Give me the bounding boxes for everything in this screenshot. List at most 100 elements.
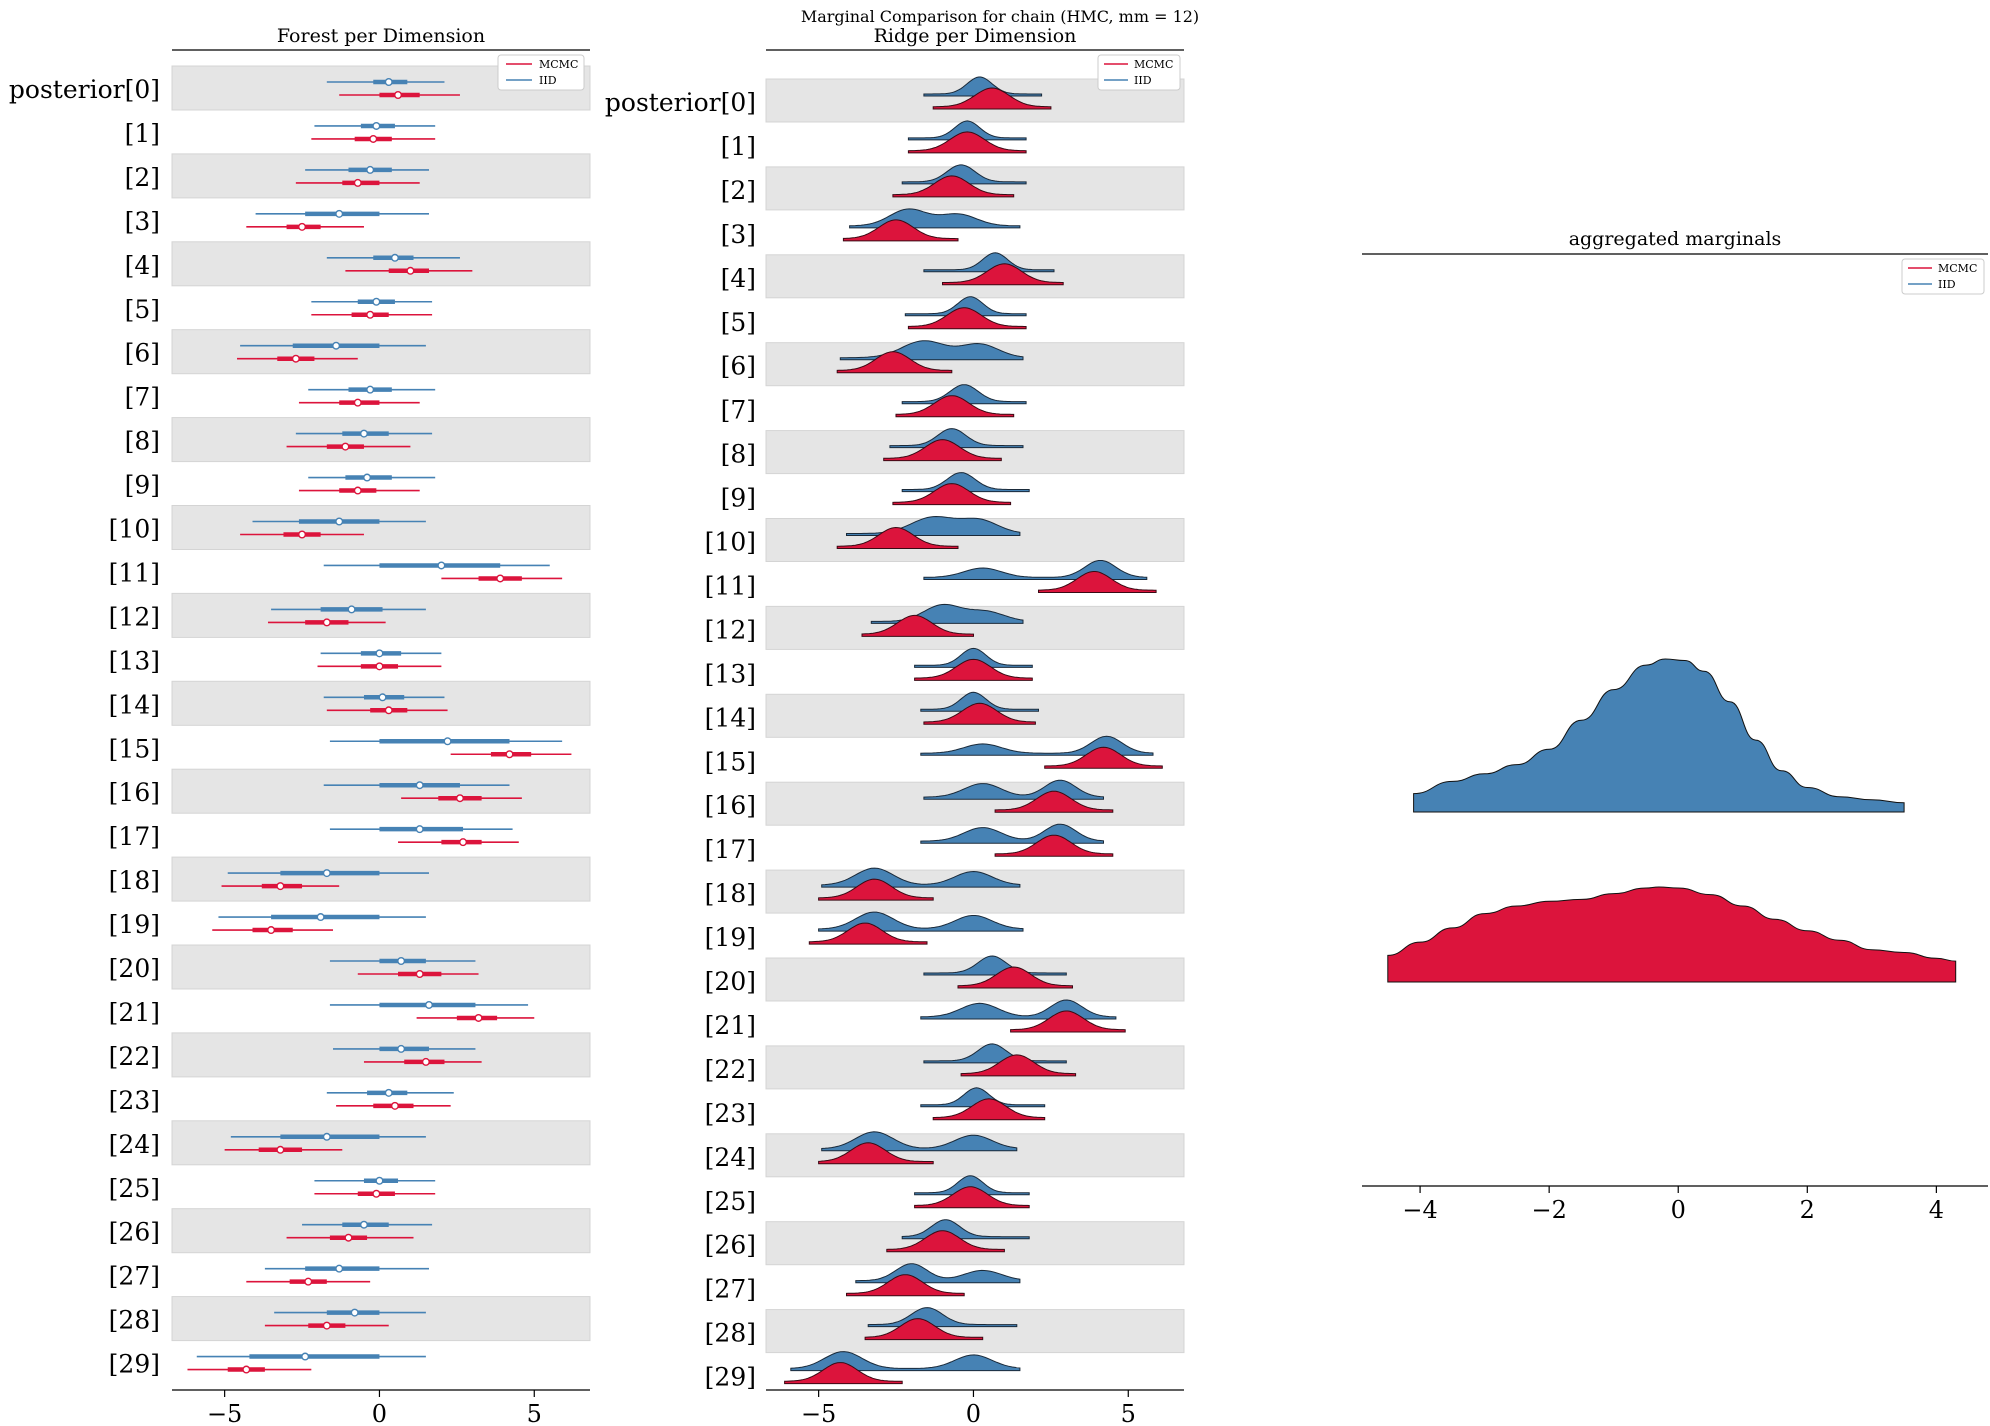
y-tick-label: [22] (705, 1055, 756, 1084)
y-tick-label: [17] (109, 822, 160, 851)
y-tick-label: [15] (109, 734, 160, 763)
forest-x-ticks: −5 0 5 (207, 1390, 542, 1426)
x-tick-label: 0 (372, 1400, 387, 1426)
mcmc-ridge (883, 439, 1002, 462)
iid-ridge (855, 1263, 1021, 1284)
y-tick-label: [11] (109, 558, 160, 587)
iid-median-point (332, 341, 341, 350)
y-tick-label: [1] (721, 132, 756, 161)
iid-median-point (384, 1088, 393, 1097)
mcmc-ridge (957, 966, 1073, 989)
iid-median-point (372, 297, 381, 306)
legend-mcmc-label: MCMC (1938, 262, 1977, 275)
mcmc-ridge (1044, 746, 1163, 769)
mcmc-median-point (390, 1101, 399, 1110)
iid-ridge (867, 1307, 1018, 1328)
y-tick-label: [7] (721, 396, 756, 425)
mcmc-ridge (836, 351, 953, 374)
y-tick-label: [2] (721, 176, 756, 205)
y-tick-label: [25] (705, 1187, 756, 1216)
y-tick-label: [2] (125, 163, 160, 192)
mcmc-median-point (291, 354, 300, 363)
x-tick-label: 5 (1121, 1400, 1136, 1426)
mcmc-ridge (994, 790, 1114, 813)
iid-aggregated-ridge (1413, 658, 1905, 813)
y-tick-label: [17] (705, 835, 756, 864)
iid-median-point (322, 869, 331, 878)
row-band (171, 505, 591, 550)
y-tick-label: [10] (705, 528, 756, 557)
y-tick-label: [7] (125, 383, 160, 412)
y-tick-label: [20] (705, 967, 756, 996)
mcmc-ridge (907, 131, 1027, 154)
row-band (171, 1296, 591, 1342)
y-tick-label: [23] (109, 1086, 160, 1115)
mcmc-ridge (923, 702, 1036, 725)
row-band (171, 856, 591, 902)
ridge-y-tick-labels: posterior[0] [1] [2] [3] [4] [5] [6] [7] [8] [9] [… (605, 88, 756, 1392)
y-tick-label: [26] (705, 1231, 756, 1260)
legend-iid-label: IID (1938, 278, 1956, 291)
mcmc-median-point (341, 442, 350, 451)
iid-median-point (397, 1044, 406, 1053)
mcmc-ridge (818, 878, 934, 901)
y-tick-label: [1] (125, 119, 160, 148)
agg-x-ticks: −4 −2 0 2 4 (1402, 1186, 1944, 1224)
aggregated-marks (1387, 658, 1957, 983)
iid-ridge (904, 296, 1027, 317)
iid-median-point (378, 693, 387, 702)
iid-median-point (390, 253, 399, 262)
mcmc-median-point (353, 398, 362, 407)
row-band (171, 680, 591, 726)
row-band (171, 329, 591, 375)
x-tick-label: −5 (801, 1400, 836, 1426)
iid-ridge (901, 164, 1027, 185)
iid-median-point (316, 913, 325, 922)
row-band (765, 1133, 1185, 1178)
row-band (171, 153, 591, 199)
iid-ridge (914, 647, 1033, 668)
row-band (171, 1032, 591, 1078)
mcmc-median-point (474, 1013, 483, 1022)
iid-ridge (920, 999, 1117, 1020)
x-tick-label: −5 (207, 1400, 242, 1426)
mcmc-median-point (384, 706, 393, 715)
iid-median-point (437, 561, 446, 570)
mcmc-ridge (892, 175, 1015, 198)
iid-ridge (923, 252, 1055, 273)
mcmc-ridge (907, 307, 1027, 330)
y-tick-label: [4] (125, 251, 160, 280)
ridge-marks (784, 76, 1163, 1385)
y-tick-label: [12] (705, 615, 756, 644)
mcmc-median-point (455, 794, 464, 803)
iid-median-point (335, 209, 344, 218)
y-tick-label: [10] (109, 515, 160, 544)
x-tick-label: −4 (1402, 1196, 1437, 1224)
y-tick-label: [16] (109, 778, 160, 807)
mcmc-ridge (818, 1142, 934, 1165)
mcmc-median-point (322, 1321, 331, 1330)
iid-median-point (335, 1264, 344, 1273)
mcmc-ridge (942, 263, 1064, 286)
y-tick-label: [6] (125, 339, 160, 368)
y-tick-label: [25] (109, 1174, 160, 1203)
y-tick-label: [3] (721, 220, 756, 249)
iid-median-point (335, 517, 344, 526)
mcmc-ridge (1038, 571, 1157, 593)
y-tick-label: [13] (109, 646, 160, 675)
y-tick-label: [19] (109, 910, 160, 939)
y-tick-label: [26] (109, 1218, 160, 1247)
mcmc-ridge (842, 219, 959, 242)
y-tick-label: [21] (109, 998, 160, 1027)
iid-median-point (366, 385, 375, 394)
iid-median-point (415, 825, 424, 834)
mcmc-ridge (861, 614, 974, 637)
mcmc-aggregated-ridge (1387, 886, 1957, 983)
y-tick-label: [29] (705, 1363, 756, 1392)
iid-median-point (359, 429, 368, 438)
mcmc-ridge (895, 395, 1015, 418)
ridge-x-ticks: −5 0 5 (801, 1390, 1136, 1426)
mcmc-ridge (886, 1230, 1005, 1253)
y-tick-label: [18] (109, 866, 160, 895)
mcmc-ridge (864, 1318, 984, 1341)
